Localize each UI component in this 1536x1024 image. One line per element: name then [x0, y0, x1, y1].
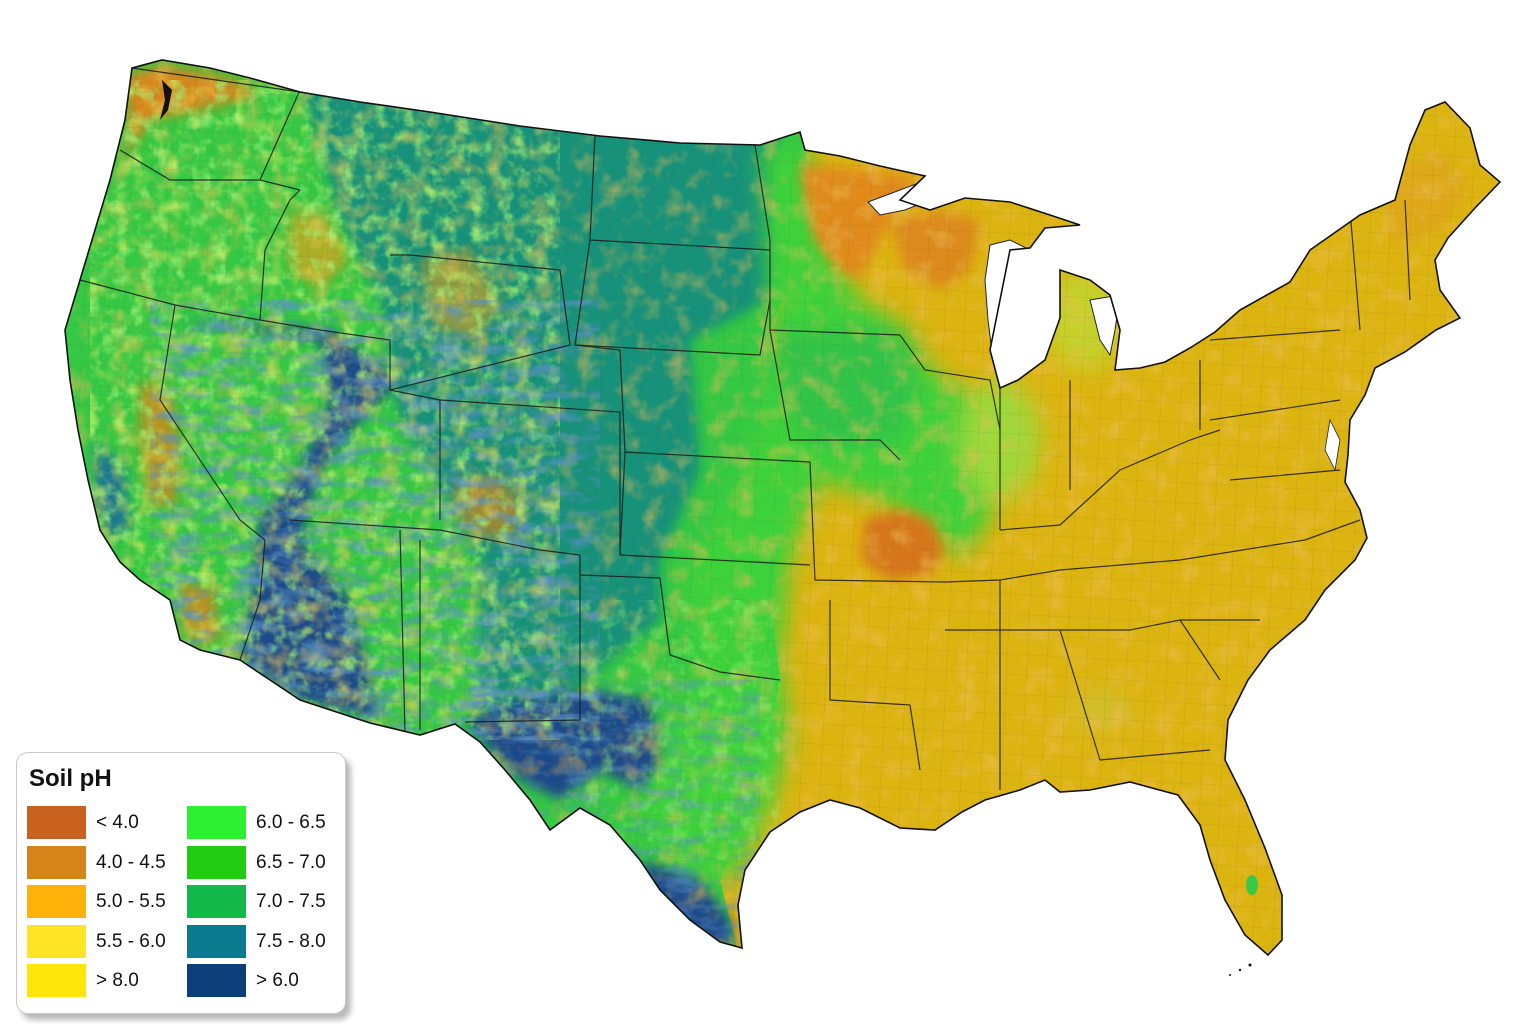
legend-swatch — [27, 924, 86, 958]
legend: Soil pH < 4.0 6.0 - 6.5 4.0 - 4.5 6.5 - … — [16, 752, 346, 1014]
legend-label: 4.0 - 4.5 — [96, 851, 166, 873]
chesapeake-bay — [1324, 418, 1341, 472]
legend-item: 5.5 - 6.0 — [27, 924, 187, 965]
legend-label: < 4.0 — [96, 812, 139, 833]
legend-label: 5.0 - 5.5 — [96, 891, 166, 912]
legend-label: > 8.0 — [96, 970, 139, 991]
legend-swatch — [27, 806, 86, 839]
legend-label: 6.0 - 6.5 — [256, 812, 326, 833]
legend-swatch — [187, 964, 246, 997]
legend-item: > 8.0 — [27, 964, 187, 1004]
legend-swatch — [187, 924, 246, 958]
lake-okeechobee — [1246, 875, 1258, 895]
legend-title: Soil pH — [29, 765, 112, 792]
legend-swatch — [187, 845, 246, 879]
us-outline — [64, 59, 1502, 957]
legend-label: 6.5 - 7.0 — [256, 851, 326, 873]
legend-item: < 4.0 — [27, 806, 187, 846]
legend-item: 7.0 - 7.5 — [187, 885, 347, 925]
legend-swatch — [27, 964, 86, 997]
legend-item: > 6.0 — [187, 964, 347, 1004]
legend-item: 7.5 - 8.0 — [187, 924, 347, 965]
legend-label: 7.5 - 8.0 — [256, 930, 326, 952]
florida-keys — [1229, 963, 1252, 976]
puget-sound — [160, 80, 172, 120]
legend-item: 4.0 - 4.5 — [27, 845, 187, 886]
legend-swatch — [27, 845, 86, 879]
state-borders — [79, 67, 1411, 790]
legend-item: 6.0 - 6.5 — [187, 806, 347, 846]
legend-swatch — [187, 806, 246, 839]
legend-label: 7.0 - 7.5 — [256, 891, 326, 912]
legend-swatch — [187, 885, 246, 918]
legend-item: 6.5 - 7.0 — [187, 845, 347, 886]
legend-label: 5.5 - 6.0 — [96, 930, 166, 952]
legend-item: 5.0 - 5.5 — [27, 885, 187, 925]
legend-grid: < 4.0 6.0 - 6.5 4.0 - 4.5 6.5 - 7.0 5.0 … — [27, 806, 347, 1004]
legend-swatch — [27, 885, 86, 918]
legend-label: > 6.0 — [256, 970, 299, 991]
